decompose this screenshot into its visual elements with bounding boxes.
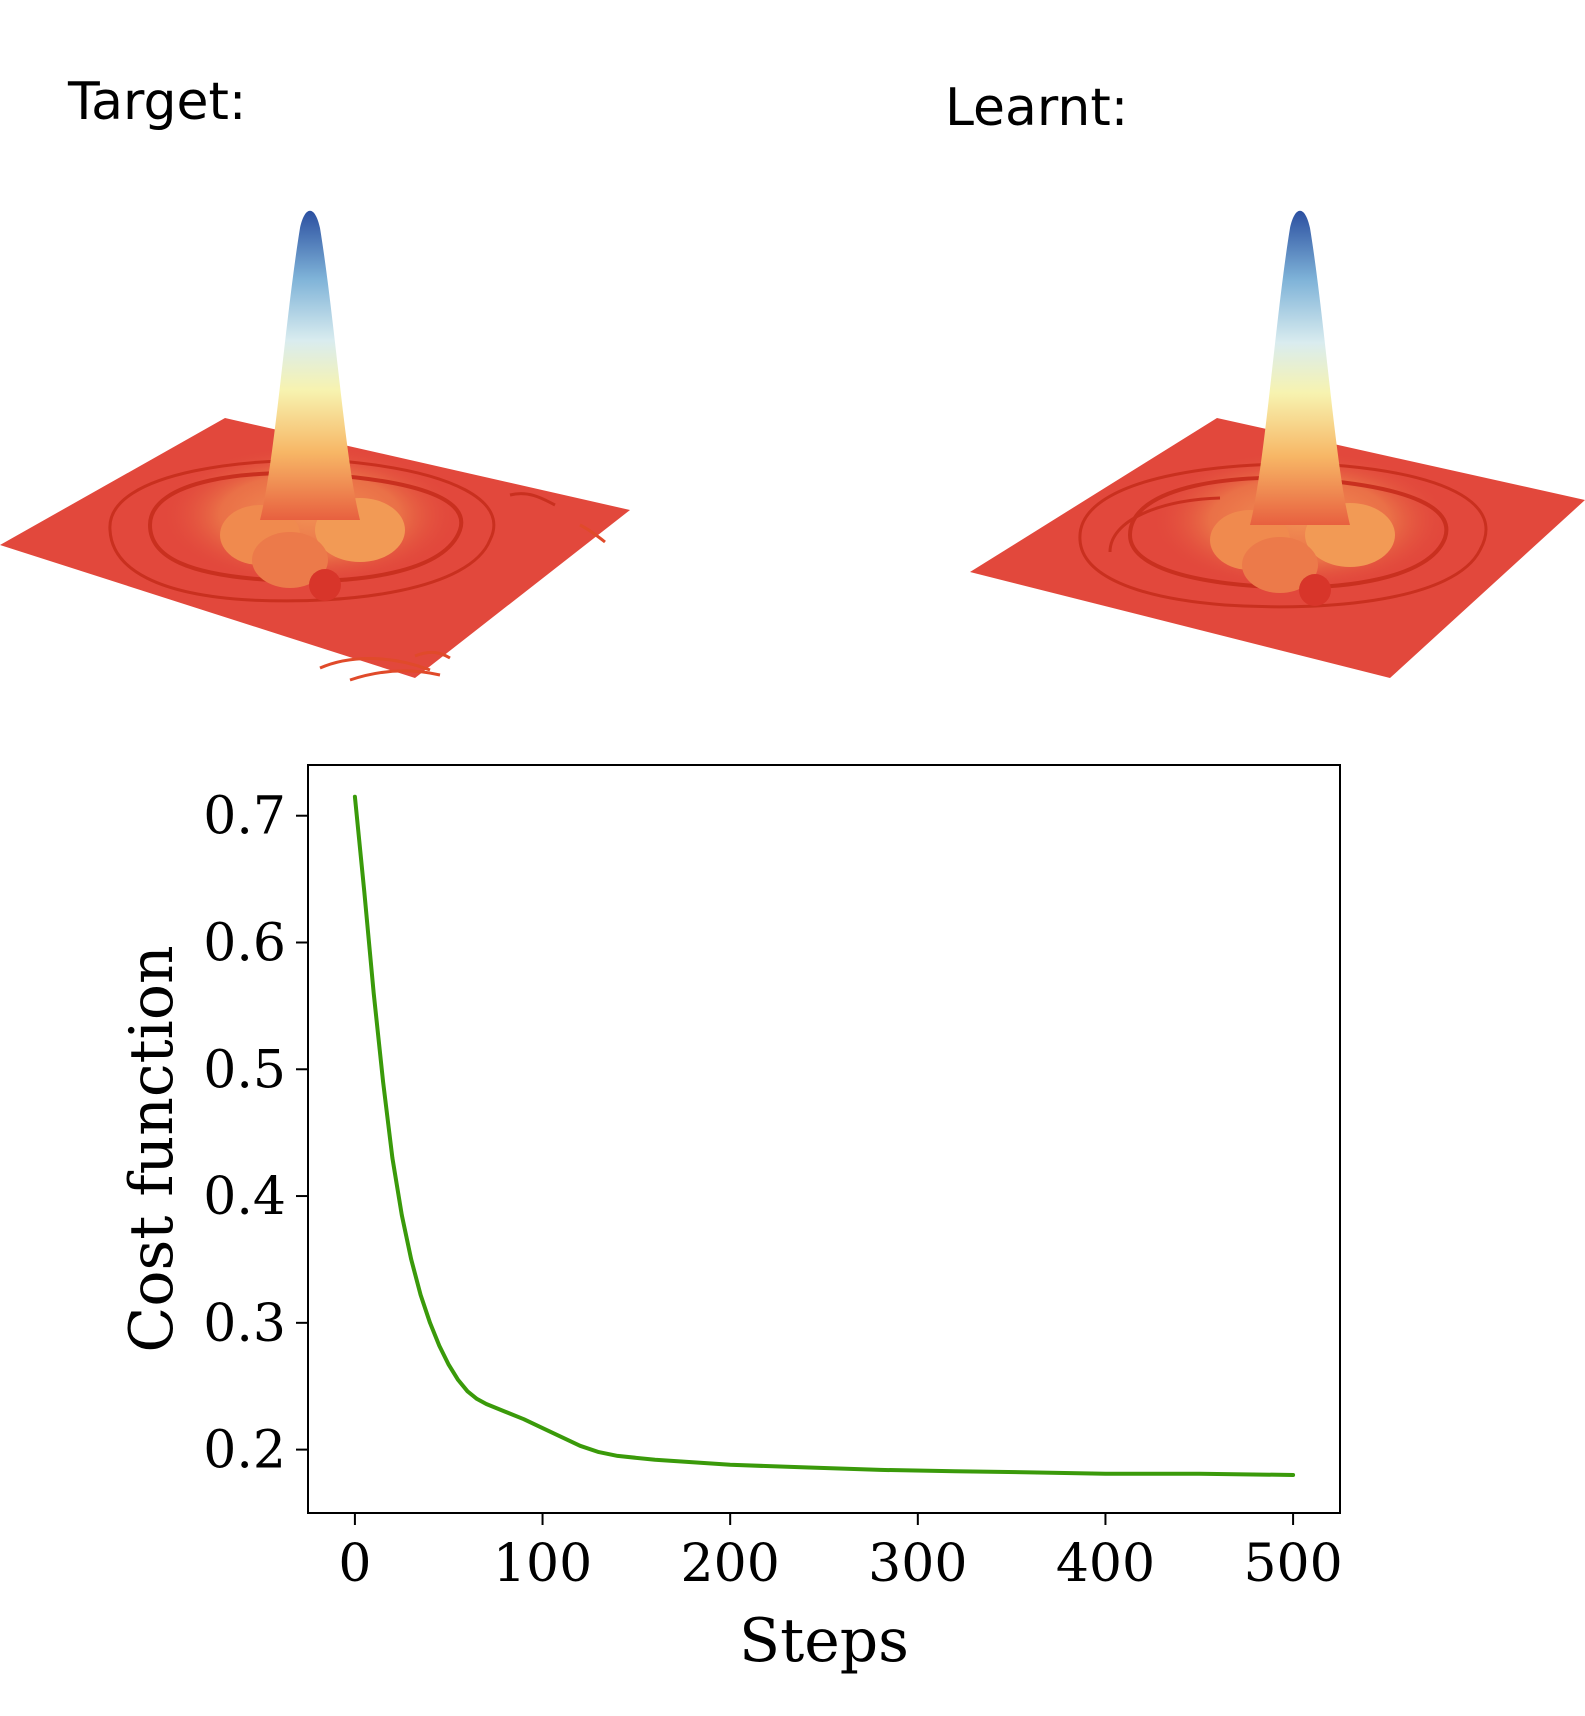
chart-axes [307, 764, 1341, 1514]
plot-frame [307, 764, 1341, 1514]
y-axis-label: Cost function [117, 945, 187, 1352]
x-tick-label: 0 [338, 1534, 371, 1594]
x-tick-label: 300 [868, 1534, 967, 1594]
x-tick-label: 200 [681, 1534, 780, 1594]
y-tick-label: 0.2 [203, 1421, 286, 1481]
y-tick-label: 0.6 [203, 913, 286, 973]
cost-chart: 0 100 200 300 400 500 0.2 0.3 0.4 0.5 0.6 0.7 Steps… [117, 764, 1343, 1676]
x-tick-label: 400 [1056, 1534, 1155, 1594]
y-tick-label: 0.3 [203, 1294, 286, 1354]
chart-series [352, 794, 1296, 1477]
x-tick-label: 100 [493, 1534, 592, 1594]
learnt-title: Learnt: [945, 78, 1129, 138]
y-tick-label: 0.4 [203, 1167, 286, 1227]
cost-series-line [352, 794, 1296, 1477]
x-tick-label: 500 [1243, 1534, 1342, 1594]
target-title: Target: [68, 72, 247, 132]
y-tick-label: 0.5 [203, 1040, 286, 1100]
x-axis-label: Steps [739, 1606, 909, 1676]
y-tick-label: 0.7 [203, 787, 286, 847]
learnt-surface-plot [970, 210, 1585, 678]
chart-ticks: 0 100 200 300 400 500 0.2 0.3 0.4 0.5 0.6 0.7 [203, 787, 1342, 1594]
target-surface-plot [0, 210, 630, 682]
